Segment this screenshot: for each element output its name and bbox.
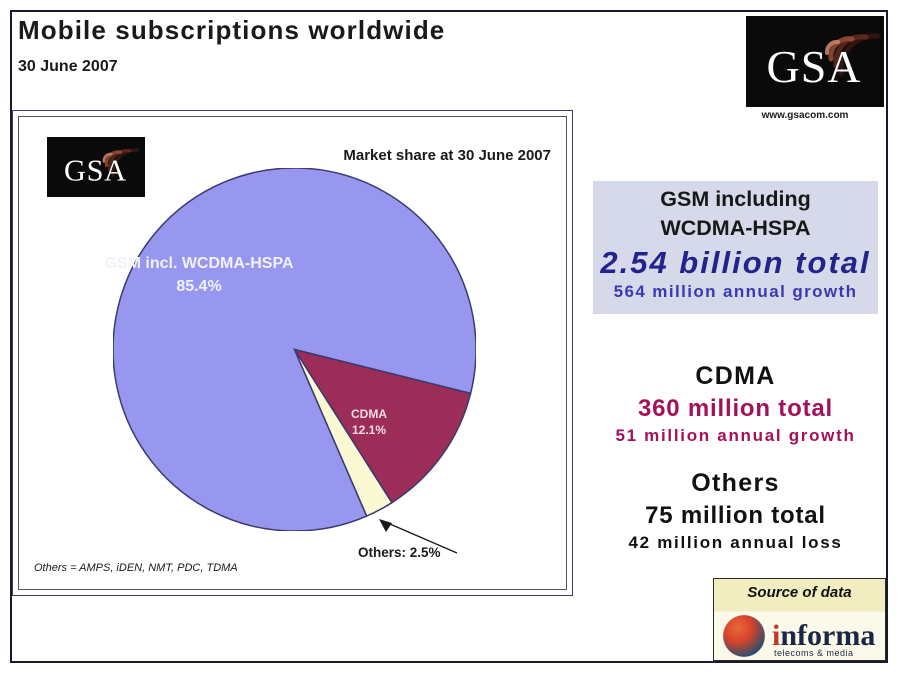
svg-text:telecoms & media: telecoms & media	[774, 648, 854, 658]
svg-text:GSA: GSA	[766, 41, 861, 92]
